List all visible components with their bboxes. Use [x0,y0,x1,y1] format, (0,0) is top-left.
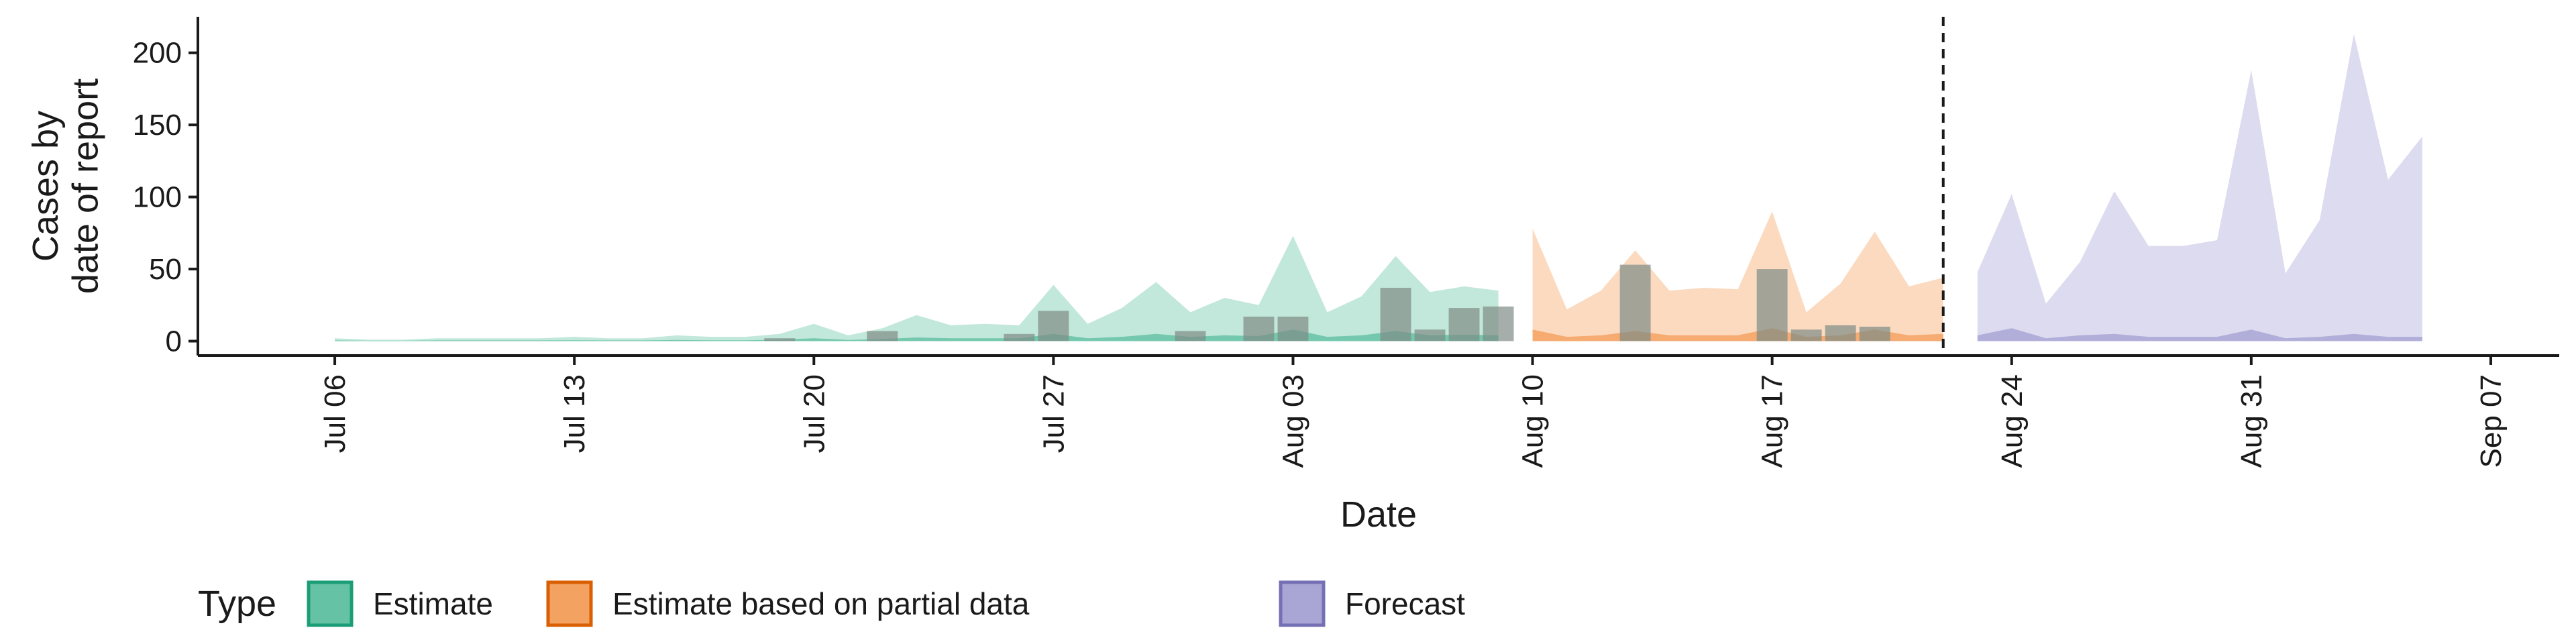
case-bar [1004,333,1035,341]
estimate-based-on-partial-data-outer-band [1532,211,1943,341]
legend-swatch [307,580,354,627]
case-bar [764,338,796,341]
y-axis-title: Cases bydate of report [25,78,105,294]
case-bar [1243,317,1275,341]
x-tick-label: Jul 20 [798,374,830,453]
x-tick-label: Aug 17 [1756,374,1789,468]
estimate-inner-band [335,329,1499,341]
legend-swatch [1279,580,1326,627]
x-tick-label: Jul 13 [558,374,591,453]
x-tick-label: Aug 03 [1277,374,1309,468]
case-bar [1859,327,1890,341]
ribbon-layer [335,34,2422,341]
legend-label: Forecast [1345,586,1465,621]
case-bar [1038,311,1069,341]
y-tick-label: 0 [166,325,182,358]
case-bar [1619,264,1651,341]
forecast-outer-band [1977,34,2422,341]
case-bar [1380,288,1411,341]
x-axis-title: Date [1340,494,1417,535]
y-tick-label: 50 [149,253,182,286]
case-bar [1175,331,1206,341]
bar-layer [764,264,1890,341]
y-axis-title-line: date of report [66,78,106,294]
case-bar [1277,317,1309,341]
case-bar [1756,269,1788,341]
estimate-outer-band [335,235,1499,341]
x-tick-label: Jul 06 [319,374,352,453]
case-bar [1414,329,1446,341]
axes-layer: 0 50 100 150 200 Jul 06 Jul 13 Jul 20 Jul 27 Aug … [25,17,2559,535]
case-bar [1448,308,1480,341]
legend: Type Estimate Estimate based on partial da… [198,580,1465,627]
legend-swatch [546,580,593,627]
x-tick-label: Sep 07 [2475,374,2508,468]
case-bar [1790,329,1822,341]
case-bar [1825,325,1856,341]
legend-label: Estimate [373,586,493,621]
legend-label: Estimate based on partial data [612,586,1030,621]
case-bar [867,331,898,341]
legend-title: Type [198,584,276,624]
y-axis-title-line: Cases by [25,111,66,262]
x-tick-label: Aug 24 [1996,374,2029,468]
y-tick-label: 150 [133,109,182,142]
x-tick-label: Jul 27 [1037,374,1070,453]
forecast-inner-band [1977,328,2422,341]
x-tick-label: Aug 10 [1517,374,1550,468]
case-bar [1483,306,1514,341]
y-tick-label: 100 [133,181,182,214]
y-tick-label: 200 [133,37,182,70]
x-tick-label: Aug 31 [2235,374,2268,468]
